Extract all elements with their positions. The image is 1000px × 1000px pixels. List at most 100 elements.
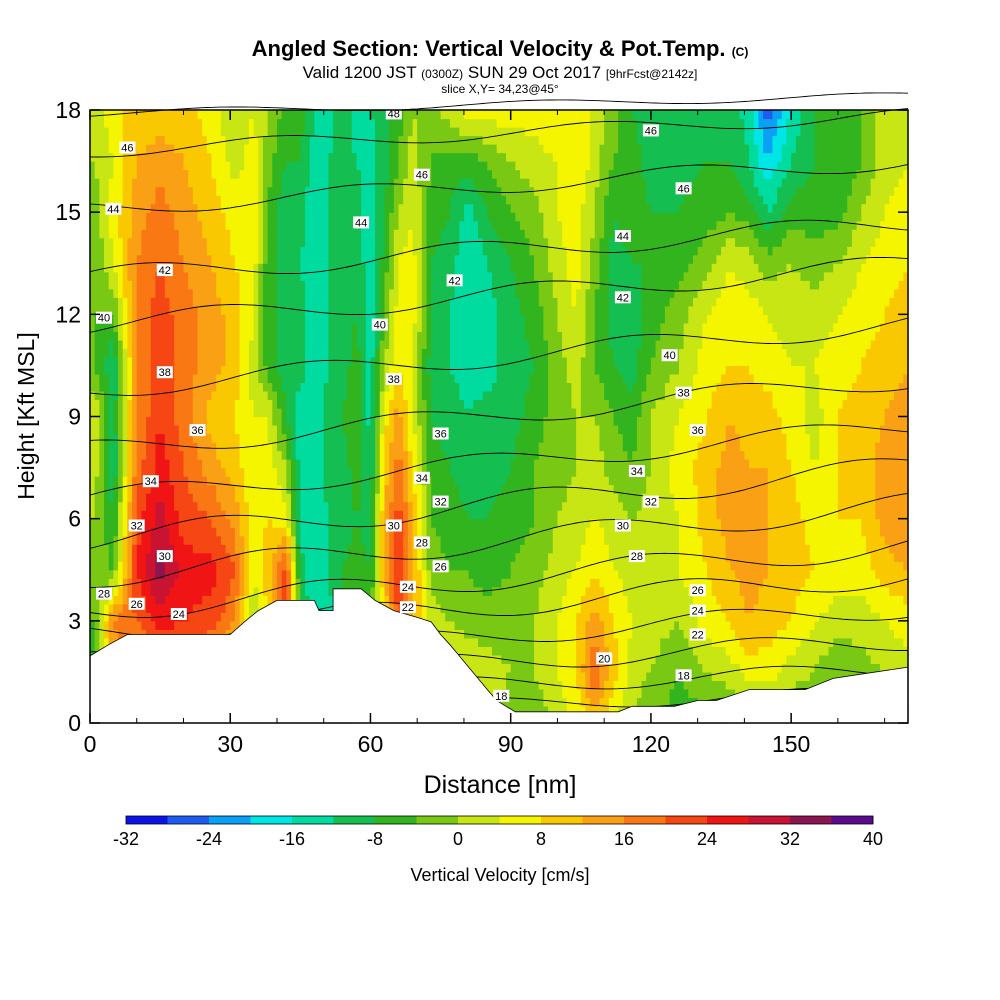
field-cell — [230, 195, 236, 205]
field-cell — [113, 484, 119, 494]
field-cell — [248, 263, 255, 273]
field-cell — [276, 237, 283, 247]
field-cell — [328, 297, 334, 307]
field-cell — [118, 510, 124, 520]
field-cell — [389, 288, 395, 298]
field-cell — [258, 348, 264, 358]
field-cell — [375, 161, 381, 171]
field-cell — [333, 467, 339, 477]
field-cell — [225, 339, 231, 349]
field-cell — [309, 169, 315, 179]
field-cell — [136, 442, 143, 452]
field-cell — [150, 510, 157, 520]
field-cell — [132, 305, 138, 315]
field-cell — [94, 646, 100, 656]
field-cell — [132, 407, 138, 418]
field-cell — [272, 407, 278, 418]
field-cell — [389, 203, 395, 213]
field-cell — [220, 484, 227, 494]
field-cell — [239, 450, 245, 460]
field-cell — [379, 339, 386, 349]
field-cell — [136, 629, 143, 639]
field-cell — [384, 595, 390, 605]
field-cell — [393, 348, 400, 358]
field-cell — [197, 169, 203, 179]
field-cell — [164, 254, 171, 264]
field-cell — [365, 178, 372, 188]
field-cell — [281, 416, 287, 426]
field-cell — [239, 254, 245, 264]
field-cell — [192, 169, 199, 179]
field-cell — [342, 527, 348, 537]
field-cell — [122, 493, 128, 503]
field-cell — [361, 288, 367, 298]
field-cell — [164, 399, 171, 409]
field-cell — [370, 450, 376, 460]
field-cell — [141, 552, 147, 562]
field-cell — [305, 527, 311, 537]
field-cell — [206, 356, 213, 367]
field-cell — [295, 339, 301, 349]
field-cell — [104, 390, 110, 401]
field-cell — [183, 322, 189, 332]
field-cell — [230, 314, 236, 324]
field-cell — [108, 220, 114, 230]
field-cell — [122, 110, 128, 120]
field-cell — [356, 161, 362, 171]
field-cell — [262, 110, 269, 120]
field-cell — [99, 612, 105, 622]
field-cell — [132, 586, 138, 596]
field-cell — [403, 297, 409, 307]
field-cell — [365, 169, 372, 179]
field-cell — [239, 144, 245, 154]
field-cell — [183, 620, 189, 630]
field-cell — [309, 399, 315, 409]
field-cell — [262, 561, 269, 571]
field-cell — [403, 467, 409, 477]
field-cell — [234, 237, 241, 247]
field-cell — [290, 365, 297, 375]
field-cell — [94, 110, 100, 120]
field-cell — [234, 459, 241, 469]
field-cell — [248, 254, 255, 264]
field-cell — [295, 127, 301, 137]
field-cell — [216, 110, 222, 120]
field-cell — [197, 271, 203, 281]
field-cell — [239, 425, 245, 435]
field-cell — [370, 493, 376, 503]
field-cell — [356, 578, 362, 588]
field-cell — [174, 493, 180, 503]
field-cell — [122, 331, 128, 341]
field-cell — [197, 595, 203, 605]
field-cell — [155, 314, 161, 324]
field-cell — [146, 144, 152, 154]
field-cell — [384, 348, 390, 358]
field-cell — [248, 552, 255, 562]
field-cell — [234, 535, 241, 545]
field-cell — [347, 118, 353, 128]
field-cell — [398, 271, 404, 281]
field-cell — [216, 586, 222, 596]
field-cell — [155, 442, 161, 452]
field-cell — [305, 365, 311, 375]
field-cell — [384, 510, 390, 520]
field-cell — [300, 322, 306, 332]
field-cell — [164, 110, 171, 120]
field-cell — [333, 356, 339, 367]
field-cell — [290, 135, 297, 145]
field-cell — [188, 195, 194, 205]
field-cell — [132, 195, 138, 205]
field-cell — [146, 416, 152, 426]
field-cell — [239, 314, 245, 324]
field-cell — [178, 220, 185, 230]
field-cell — [403, 212, 409, 222]
field-cell — [216, 416, 222, 426]
field-cell — [113, 229, 119, 239]
field-cell — [351, 237, 358, 247]
field-cell — [160, 459, 166, 469]
field-cell — [319, 246, 325, 256]
field-cell — [290, 280, 297, 290]
field-cell — [104, 476, 110, 486]
field-cell — [244, 578, 250, 588]
field-cell — [202, 612, 208, 622]
